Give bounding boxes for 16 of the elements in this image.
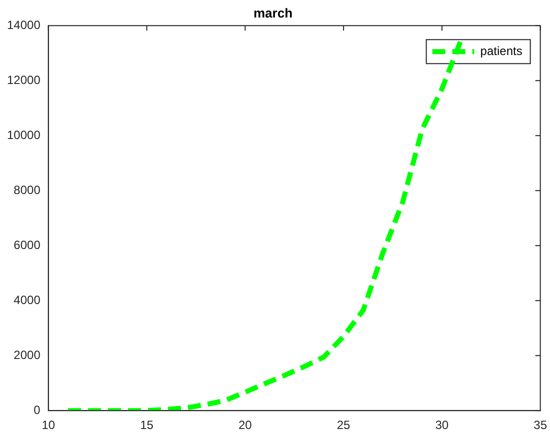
x-tick-label: 20 <box>238 418 252 432</box>
y-tick-label: 4000 <box>14 292 41 307</box>
x-tick-label: 35 <box>534 418 548 432</box>
y-tick-label: 6000 <box>14 238 41 252</box>
x-tick-label: 15 <box>140 418 154 432</box>
y-tick-label: 8000 <box>14 182 41 197</box>
chart-title: march <box>253 5 293 20</box>
y-tick-label: 0 <box>34 402 41 417</box>
x-tick-label: 10 <box>42 418 56 432</box>
y-tick-label: 14000 <box>6 18 41 32</box>
x-tick-label: 30 <box>435 418 449 432</box>
x-tick-label: 25 <box>336 418 351 432</box>
legend-label: patients <box>480 44 522 58</box>
y-tick-label: 2000 <box>14 348 41 362</box>
y-tick-label: 12000 <box>6 72 41 87</box>
y-tick-label: 10000 <box>6 128 41 142</box>
